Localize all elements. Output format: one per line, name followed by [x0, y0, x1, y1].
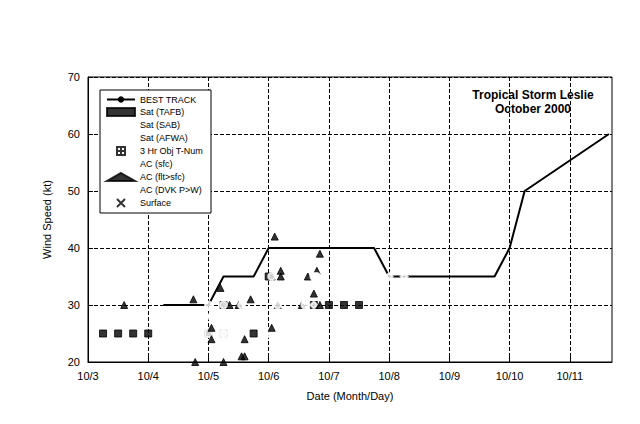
svg-text:AC (sfc): AC (sfc)	[140, 159, 173, 169]
svg-text:Surface: Surface	[140, 198, 171, 208]
svg-text:Sat (SAB): Sat (SAB)	[140, 120, 180, 130]
svg-text:Date (Month/Day): Date (Month/Day)	[307, 390, 394, 402]
svg-text:10/10: 10/10	[496, 370, 524, 382]
svg-text:50: 50	[68, 185, 80, 197]
svg-text:Sat (TAFB): Sat (TAFB)	[140, 107, 184, 117]
svg-text:60: 60	[68, 128, 80, 140]
svg-text:10/4: 10/4	[138, 370, 159, 382]
svg-text:AC (DVK P>W): AC (DVK P>W)	[140, 185, 202, 195]
svg-text:Wind Speed (kt): Wind Speed (kt)	[41, 180, 53, 259]
svg-text:70: 70	[68, 71, 80, 83]
svg-text:40: 40	[68, 242, 80, 254]
svg-text:BEST TRACK: BEST TRACK	[140, 95, 196, 105]
svg-text:Tropical Storm Leslie: Tropical Storm Leslie	[472, 88, 594, 102]
svg-text:10/5: 10/5	[198, 370, 219, 382]
svg-text:10/9: 10/9	[439, 370, 460, 382]
svg-text:AC (flt>sfc): AC (flt>sfc)	[140, 172, 185, 182]
svg-text:10/7: 10/7	[318, 370, 339, 382]
svg-text:3 Hr Obj T-Num: 3 Hr Obj T-Num	[140, 146, 203, 156]
svg-text:10/3: 10/3	[77, 370, 98, 382]
svg-text:Sat (AFWA): Sat (AFWA)	[140, 133, 188, 143]
svg-text:October 2000: October 2000	[495, 102, 571, 116]
svg-text:20: 20	[68, 356, 80, 368]
svg-text:10/6: 10/6	[258, 370, 279, 382]
svg-text:10/8: 10/8	[378, 370, 399, 382]
svg-text:30: 30	[68, 299, 80, 311]
svg-text:10/11: 10/11	[556, 370, 583, 382]
